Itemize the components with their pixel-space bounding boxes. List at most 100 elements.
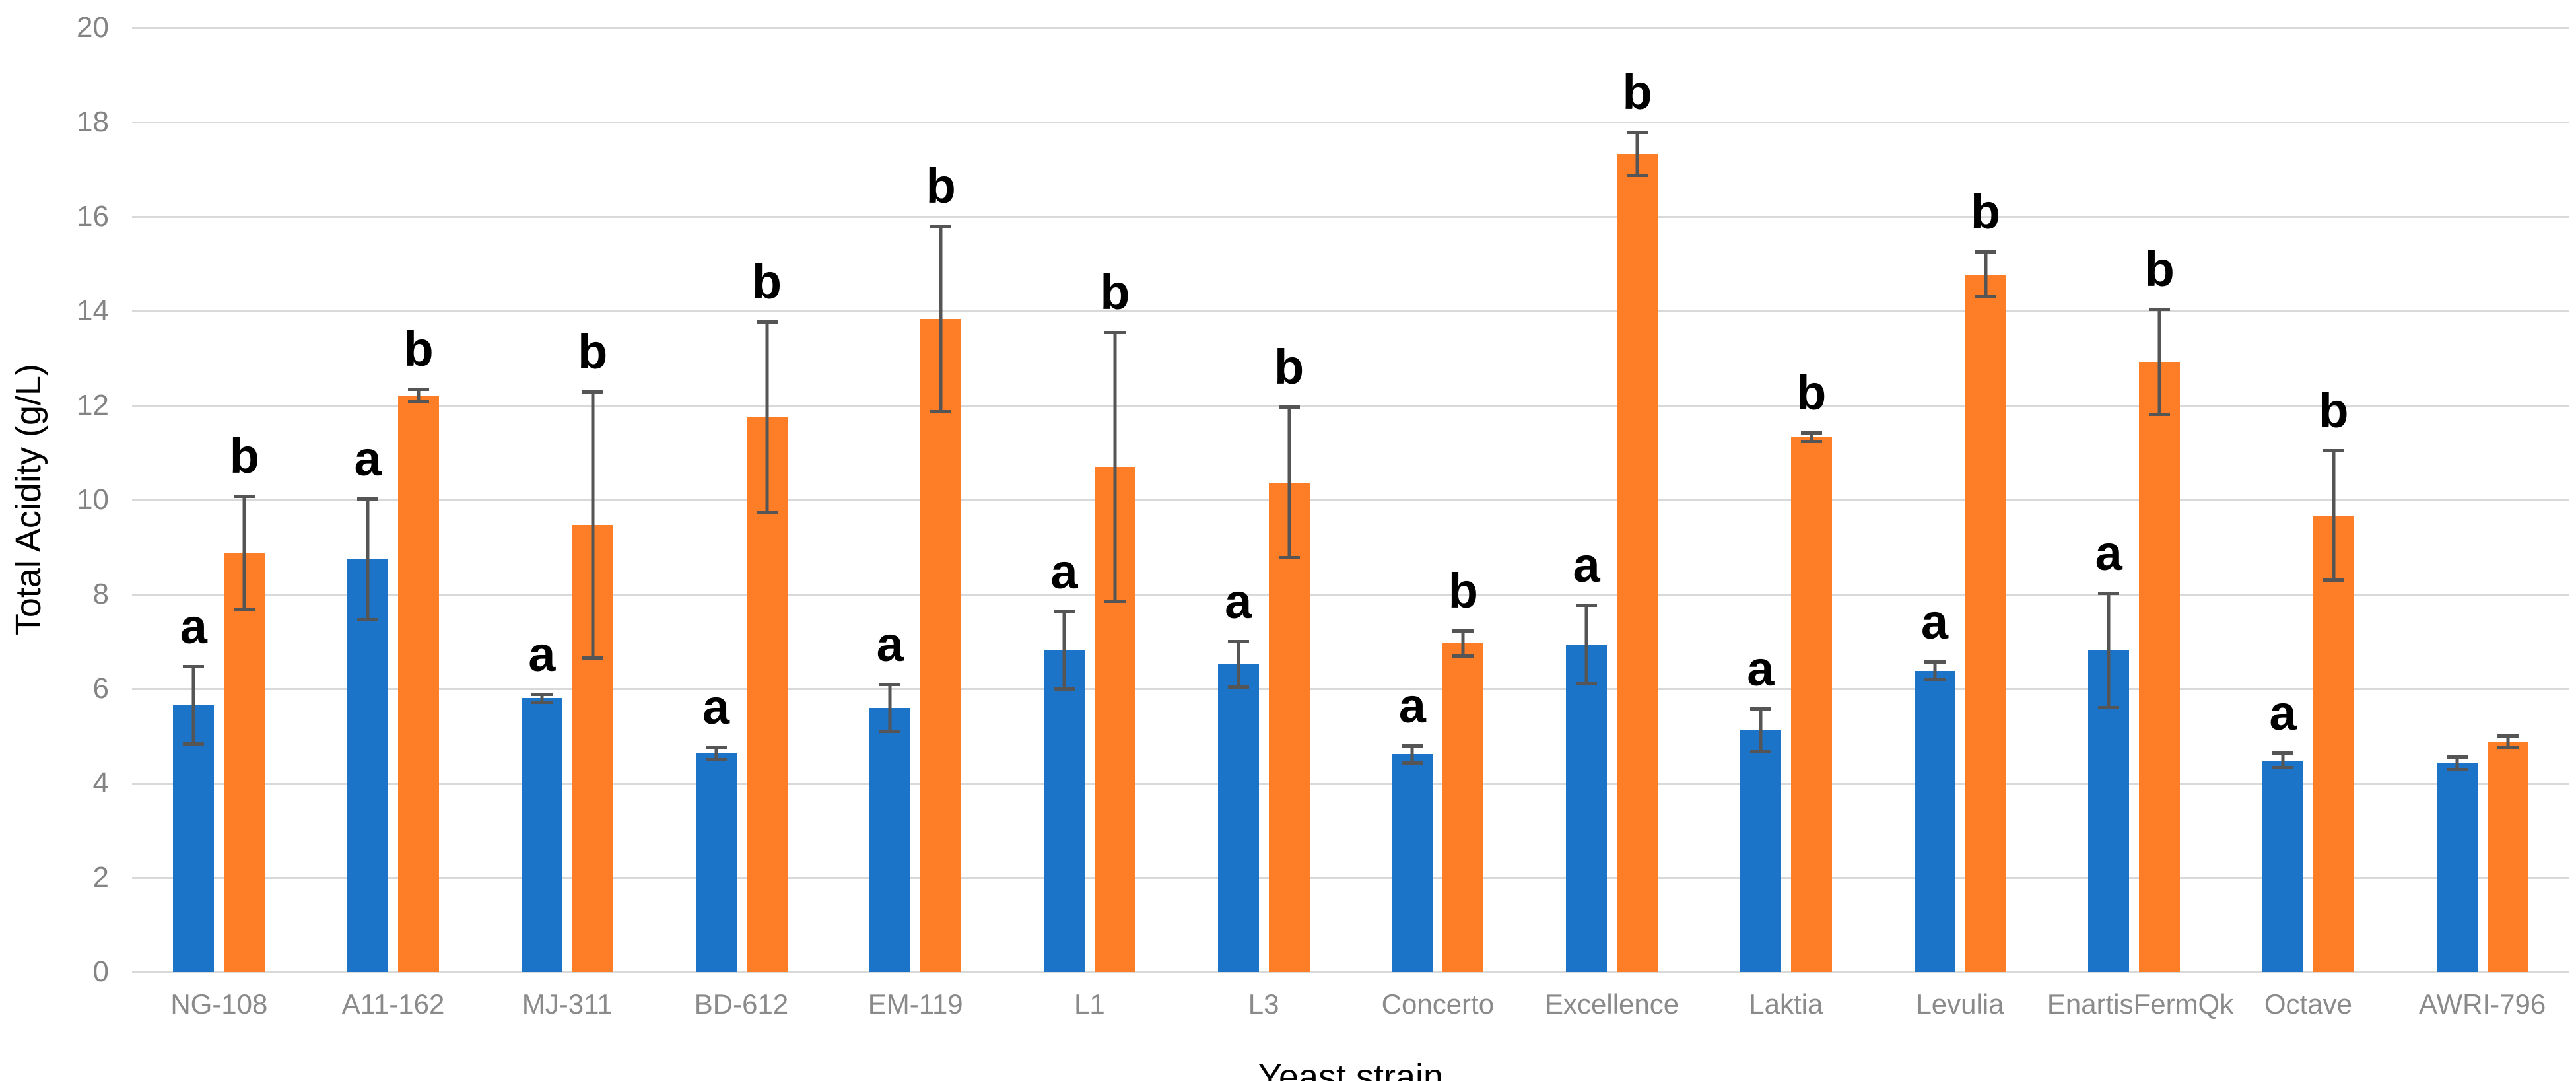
error-bar-cap-top xyxy=(2322,449,2344,453)
error-bar-orange-A11-162 xyxy=(398,387,439,404)
error-bar-line xyxy=(366,497,370,621)
error-bar-blue-Laktia xyxy=(1740,707,1781,753)
bar-blue-Laktia xyxy=(1740,730,1781,972)
bar-blue-BD-612 xyxy=(695,753,737,972)
error-bar-cap-bottom xyxy=(1452,654,1474,658)
error-bar-line xyxy=(591,390,595,660)
error-bar-cap-bottom xyxy=(879,730,901,734)
significance-letter-blue-Levulia: a xyxy=(1920,594,1949,650)
y-tick-label-12: 12 xyxy=(77,389,109,421)
error-bar-line xyxy=(2455,755,2459,772)
gridline-y-12 xyxy=(132,404,2569,407)
bar-orange-NG-108 xyxy=(224,553,265,972)
error-bar-cap-top xyxy=(1576,603,1598,607)
error-bar-cap-bottom xyxy=(705,758,727,762)
gridline-y-18 xyxy=(132,121,2569,123)
error-bar-orange-MJ-311 xyxy=(572,390,613,660)
gridline-y-2 xyxy=(132,876,2569,879)
error-bar-line xyxy=(1984,250,1987,299)
error-bar-cap-top xyxy=(1402,744,1423,748)
error-bar-line xyxy=(888,683,892,734)
error-bar-cap-top xyxy=(1924,660,1946,664)
error-bar-orange-L1 xyxy=(1095,331,1135,603)
error-bar-line xyxy=(939,225,943,414)
error-bar-cap-top xyxy=(582,390,603,394)
significance-letter-blue-NG-108: a xyxy=(180,599,207,654)
bar-orange-Levulia xyxy=(1965,274,2006,972)
significance-letter-orange-MJ-311: b xyxy=(578,324,608,380)
significance-letter-blue-EnartisFermQk: a xyxy=(2095,525,2122,580)
error-bar-cap-bottom xyxy=(183,742,205,746)
error-bar-cap-top xyxy=(183,665,205,669)
error-bar-cap-top xyxy=(705,745,727,749)
error-bar-cap-top xyxy=(1452,629,1474,633)
error-bar-blue-Levulia xyxy=(1915,660,1955,681)
significance-letter-orange-A11-162: b xyxy=(403,321,434,376)
error-bar-line xyxy=(1410,744,1414,765)
x-category-label-Octave: Octave xyxy=(2264,989,2352,1020)
error-bar-blue-L1 xyxy=(1044,610,1085,691)
error-bar-line xyxy=(540,692,544,704)
error-bar-cap-bottom xyxy=(1227,685,1249,689)
error-bar-cap-top xyxy=(1053,610,1075,614)
bar-orange-EnartisFermQk xyxy=(2139,362,2181,972)
bar-blue-NG-108 xyxy=(173,705,215,972)
x-category-label-L3: L3 xyxy=(1248,989,1279,1020)
error-bar-blue-MJ-311 xyxy=(522,692,562,704)
error-bar-cap-bottom xyxy=(2149,413,2171,417)
bar-blue-Levulia xyxy=(1914,670,1955,972)
bar-blue-L3 xyxy=(1217,664,1259,972)
error-bar-cap-bottom xyxy=(1749,750,1771,753)
error-bar-cap-top xyxy=(408,387,430,391)
bar-blue-AWRI-796 xyxy=(2436,763,2478,972)
error-bar-orange-Concerto xyxy=(1442,629,1483,658)
error-bar-cap-top xyxy=(2446,755,2468,759)
significance-letter-orange-Levulia: b xyxy=(1970,184,2001,240)
error-bar-cap-top xyxy=(1627,130,1648,134)
bar-blue-Excellence xyxy=(1566,644,1608,972)
x-category-label-NG-108: NG-108 xyxy=(170,989,268,1020)
error-bar-blue-EM-119 xyxy=(869,683,910,734)
error-bar-blue-AWRI-796 xyxy=(2437,755,2478,772)
error-bar-orange-NG-108 xyxy=(224,495,265,612)
error-bar-cap-top xyxy=(1104,331,1126,335)
error-bar-orange-Levulia xyxy=(1965,250,2006,299)
significance-letter-orange-Excellence: b xyxy=(1622,64,1652,120)
error-bar-cap-bottom xyxy=(1104,599,1126,603)
error-bar-cap-top xyxy=(1227,639,1249,643)
error-bar-line xyxy=(714,745,718,762)
error-bar-cap-bottom xyxy=(756,511,778,515)
y-tick-label-16: 16 xyxy=(77,200,109,232)
bar-blue-A11-162 xyxy=(347,559,389,972)
gridline-y-10 xyxy=(132,499,2569,501)
error-bar-cap-top xyxy=(234,495,255,499)
error-bar-cap-top xyxy=(1975,250,1996,254)
significance-letter-blue-L3: a xyxy=(1225,573,1252,629)
error-bar-orange-EnartisFermQk xyxy=(2139,307,2180,417)
bar-orange-AWRI-796 xyxy=(2487,742,2528,972)
x-category-label-Laktia: Laktia xyxy=(1749,989,1823,1020)
error-bar-blue-A11-162 xyxy=(347,497,388,621)
error-bar-cap-bottom xyxy=(1627,173,1648,177)
error-bar-cap-bottom xyxy=(408,400,430,404)
bar-blue-MJ-311 xyxy=(521,698,562,972)
error-bar-orange-EM-119 xyxy=(920,225,961,414)
error-bar-orange-Excellence xyxy=(1617,130,1658,177)
error-bar-blue-Octave xyxy=(2262,751,2303,770)
bar-orange-Octave xyxy=(2313,515,2354,972)
significance-letter-blue-Excellence: a xyxy=(1573,537,1600,592)
error-bar-blue-L3 xyxy=(1218,639,1259,689)
y-tick-label-8: 8 xyxy=(92,578,109,610)
error-bar-line xyxy=(2506,734,2510,749)
x-category-label-BD-612: BD-612 xyxy=(694,989,789,1020)
bar-blue-Concerto xyxy=(1392,754,1433,972)
bar-orange-Concerto xyxy=(1442,643,1484,972)
error-bar-line xyxy=(417,387,421,404)
error-bar-cap-top xyxy=(531,692,553,696)
x-category-label-AWRI-796: AWRI-796 xyxy=(2419,989,2546,1020)
error-bar-line xyxy=(1759,707,1763,753)
error-bar-cap-bottom xyxy=(1924,678,1946,681)
error-bar-cap-bottom xyxy=(582,656,603,660)
gridline-y-4 xyxy=(132,782,2569,785)
